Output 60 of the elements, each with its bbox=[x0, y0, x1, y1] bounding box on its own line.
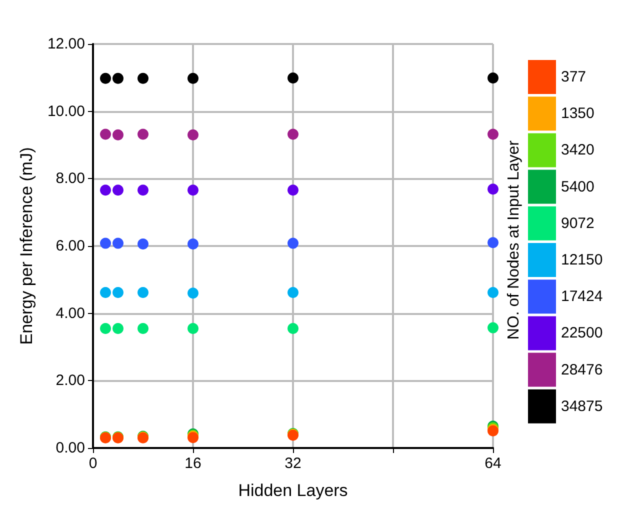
y-tick-label: 8.00 bbox=[56, 170, 85, 188]
x-axis-title: Hidden Layers bbox=[238, 481, 348, 500]
point bbox=[188, 288, 198, 299]
point bbox=[188, 238, 198, 250]
point bbox=[288, 238, 298, 249]
point bbox=[100, 286, 111, 298]
point bbox=[288, 128, 298, 140]
point bbox=[138, 72, 148, 84]
y-tick-label: 0.00 bbox=[56, 440, 85, 456]
legend-label: 28476 bbox=[561, 361, 603, 378]
point bbox=[138, 322, 148, 334]
point bbox=[288, 286, 298, 298]
y-tick-label: 10.00 bbox=[47, 102, 85, 120]
point bbox=[112, 72, 124, 84]
legend-title: NO. of Nodes at Input Layer bbox=[506, 140, 522, 340]
y-tick-label: 6.00 bbox=[56, 238, 85, 254]
point bbox=[138, 184, 148, 196]
legend-label: 377 bbox=[561, 68, 586, 86]
point bbox=[488, 322, 498, 334]
legend-label: 17424 bbox=[561, 288, 603, 306]
y-tick-label: 2.00 bbox=[56, 372, 85, 390]
point bbox=[100, 72, 111, 84]
point bbox=[288, 184, 298, 196]
legend-label: 5400 bbox=[561, 178, 594, 196]
y-axis-title: Energy per Inference (mJ) bbox=[17, 147, 36, 345]
point bbox=[288, 72, 298, 84]
point bbox=[138, 238, 148, 250]
point bbox=[488, 128, 498, 140]
x-tick-label: 0 bbox=[88, 455, 98, 472]
point bbox=[100, 184, 111, 196]
y-tick-label: 4.00 bbox=[56, 304, 85, 322]
point bbox=[100, 238, 111, 249]
point bbox=[488, 184, 498, 195]
point bbox=[188, 322, 198, 334]
legend-label: 3420 bbox=[561, 142, 594, 159]
point bbox=[138, 128, 148, 140]
legend-label: 1350 bbox=[561, 105, 594, 122]
point bbox=[112, 184, 124, 196]
point bbox=[188, 72, 198, 84]
point bbox=[112, 238, 124, 249]
point bbox=[488, 72, 498, 84]
x-tick-label: 64 bbox=[484, 455, 502, 472]
point bbox=[112, 322, 124, 334]
legend-label: 22500 bbox=[561, 324, 603, 342]
point bbox=[488, 237, 498, 248]
point bbox=[188, 184, 198, 196]
x-tick-label: 32 bbox=[284, 455, 302, 472]
point bbox=[112, 286, 124, 298]
point bbox=[288, 322, 298, 334]
y-tick-label: 12.00 bbox=[47, 36, 85, 52]
legend-label: 34875 bbox=[561, 398, 603, 415]
point bbox=[488, 286, 498, 298]
point bbox=[112, 129, 124, 140]
legend-label: 9072 bbox=[561, 214, 594, 232]
point bbox=[188, 129, 198, 140]
point bbox=[100, 322, 111, 334]
x-tick-label: 16 bbox=[184, 455, 202, 472]
point bbox=[138, 286, 148, 298]
legend-label: 12150 bbox=[561, 252, 603, 268]
point bbox=[100, 128, 111, 140]
